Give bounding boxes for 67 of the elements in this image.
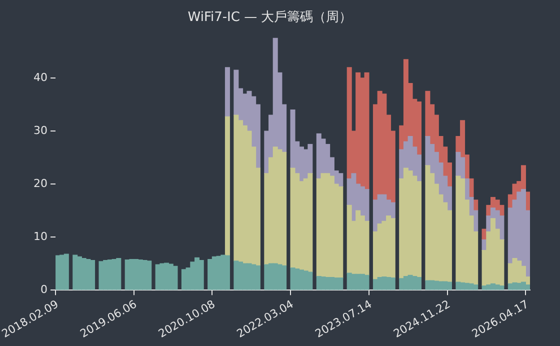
bar [190,262,196,290]
bar [486,284,492,290]
bar [390,218,396,278]
bar [329,277,334,290]
bar [364,274,370,290]
bar [107,260,112,290]
bar [516,260,522,284]
bar [172,266,178,290]
bar [208,259,213,290]
bar [268,263,274,290]
y-tick-label: 20 [34,176,48,190]
bar [294,268,300,290]
bar [520,282,526,290]
bar [220,254,226,290]
bar [224,255,230,290]
bar [234,114,239,262]
bar [181,269,186,290]
bar [224,116,230,256]
bar [412,276,418,290]
bar [399,278,404,290]
bar [224,67,230,118]
bar [72,254,78,290]
bar [86,259,91,290]
chart-title: WiFi7-IC — 大戶籌碼（周） [188,10,352,26]
bar [416,102,422,156]
bar [212,256,217,290]
bar [364,189,370,222]
bar [468,283,474,290]
bar [382,276,387,290]
bar [490,283,496,290]
y-tick-label: 0 [40,282,48,296]
bar [372,279,378,290]
y-tick-label: 10 [34,230,48,243]
bar [434,280,439,290]
bar [490,218,496,284]
bar [308,272,313,290]
bar [338,173,344,188]
bar [160,263,165,290]
bar [346,67,352,180]
bar [116,258,122,290]
bar [255,265,260,290]
bar [277,264,282,290]
bar [234,260,239,290]
bar [338,278,344,290]
bar [416,277,422,290]
bar [499,286,504,290]
bar [338,186,344,278]
bar [146,260,152,290]
bar [425,280,430,290]
y-tick-label: 40 [34,70,48,84]
bar [194,257,200,290]
bar [246,263,252,290]
bar [98,261,104,290]
bar [364,72,370,190]
bar [390,202,396,219]
bar [308,173,313,272]
bar [390,278,396,290]
bar [520,165,526,190]
bar [446,282,452,290]
bar [425,165,430,281]
bar [525,284,530,290]
y-tick-label: 30 [34,124,48,137]
bar [64,254,69,290]
bar [320,276,326,290]
bar [198,260,204,290]
bar [129,259,134,290]
bar [456,152,461,176]
